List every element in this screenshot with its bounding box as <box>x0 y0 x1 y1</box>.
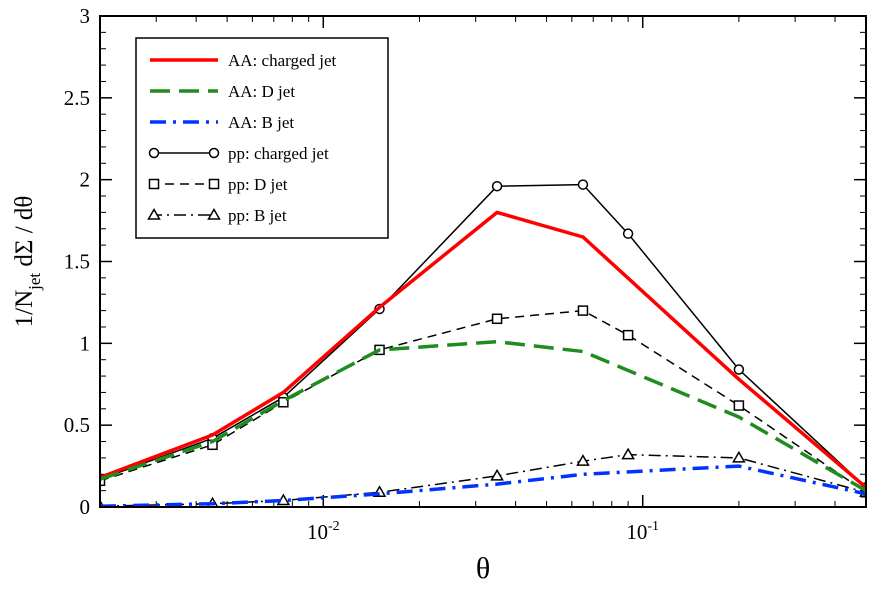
y-tick-label: 1.5 <box>64 250 90 274</box>
y-tick-label: 0 <box>80 495 91 519</box>
series-line <box>100 339 866 493</box>
y-tick-label: 2.5 <box>64 86 90 110</box>
y-tick-label: 0.5 <box>64 413 90 437</box>
series-4 <box>100 305 866 498</box>
x-axis-title: θ <box>476 552 490 585</box>
data-point-marker <box>732 450 746 463</box>
y-tick-label: 2 <box>80 168 91 192</box>
data-point-marker <box>491 180 503 192</box>
data-point-marker <box>491 313 503 325</box>
legend-box <box>135 37 389 239</box>
x-tick-exponent: -1 <box>647 519 659 534</box>
data-point-marker <box>278 397 289 408</box>
x-tick-label: 10-1 <box>626 519 659 544</box>
data-point-marker <box>490 468 504 481</box>
legend-label: AA: B jet <box>228 113 294 132</box>
data-point-marker <box>577 305 589 316</box>
series-5 <box>100 447 866 507</box>
legend-marker <box>147 208 161 220</box>
series-line <box>100 309 866 493</box>
data-point-marker <box>621 447 635 460</box>
y-tick-label: 3 <box>80 4 91 28</box>
legend: AA: charged jet AA: D jet AA: B jet pp: cha… <box>135 37 389 239</box>
data-point-marker <box>733 400 745 411</box>
y-axis-title-sub: jet <box>25 273 44 291</box>
x-tick-base: 10 <box>307 520 328 544</box>
data-point-marker <box>622 329 634 341</box>
x-tick-exponent: -2 <box>328 519 340 534</box>
y-axis-title-rest: dΣ / dθ <box>11 196 38 273</box>
series-0 <box>100 210 866 489</box>
legend-marker <box>148 178 160 190</box>
legend-marker <box>208 147 220 159</box>
data-point-marker <box>577 179 589 190</box>
data-point-marker <box>576 454 590 466</box>
legend-label: AA: D jet <box>228 82 295 101</box>
labels-layer: θ 1/Njet dΣ / dθ <box>11 196 490 585</box>
legend-label: pp: charged jet <box>228 144 329 163</box>
series-layer <box>100 179 866 507</box>
legend-marker <box>207 208 221 220</box>
legend-marker <box>148 147 160 159</box>
y-axis-title: 1/Njet dΣ / dθ <box>11 196 44 328</box>
series-line <box>100 210 866 489</box>
y-axis-title-main: 1/N <box>11 290 38 328</box>
legend-label: AA: charged jet <box>228 51 337 70</box>
series-line <box>100 464 866 507</box>
legend-marker <box>208 178 220 190</box>
data-point-marker <box>622 228 634 239</box>
plot-frame <box>99 15 867 508</box>
data-point-marker <box>100 475 106 487</box>
legend-label: pp: D jet <box>228 175 288 194</box>
series-2 <box>100 464 866 507</box>
x-tick-base: 10 <box>626 520 647 544</box>
legend-label: pp: B jet <box>228 206 287 225</box>
series-line <box>100 453 866 507</box>
series-1 <box>100 339 866 493</box>
x-tick-label: 10-2 <box>307 519 340 544</box>
y-tick-label: 1 <box>80 331 91 355</box>
data-point-marker <box>733 364 745 375</box>
